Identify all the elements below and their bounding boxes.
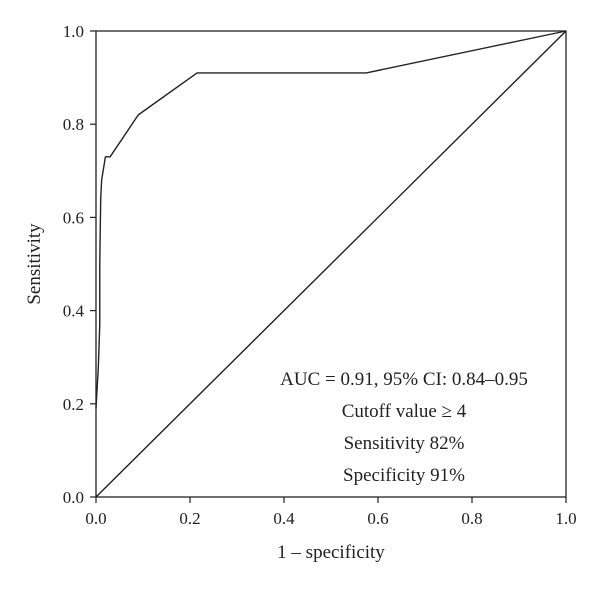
y-tick-label: 0.6 bbox=[63, 208, 84, 227]
x-tick-label: 0.0 bbox=[85, 509, 106, 528]
x-tick-label: 0.2 bbox=[179, 509, 200, 528]
x-axis-title: 1 – specificity bbox=[277, 542, 385, 563]
x-tick-label: 1.0 bbox=[555, 509, 576, 528]
y-tick-label: 1.0 bbox=[63, 22, 84, 41]
y-tick-label: 0.4 bbox=[63, 302, 85, 321]
annotation-specificity: Specificity 91% bbox=[343, 465, 465, 486]
x-tick-label: 0.6 bbox=[367, 509, 388, 528]
annotation-block: AUC = 0.91, 95% CI: 0.84–0.95 Cutoff val… bbox=[280, 369, 528, 486]
y-axis-title: Sensitivity bbox=[24, 223, 45, 305]
annotation-cutoff: Cutoff value ≥ 4 bbox=[342, 401, 467, 422]
annotation-sensitivity: Sensitivity 82% bbox=[344, 433, 465, 454]
annotation-auc: AUC = 0.91, 95% CI: 0.84–0.95 bbox=[280, 369, 528, 390]
x-tick-label: 0.4 bbox=[273, 509, 295, 528]
y-tick-label: 0.8 bbox=[63, 115, 84, 134]
plot-frame bbox=[95, 30, 567, 498]
y-tick-label: 0.0 bbox=[63, 488, 84, 507]
x-tick-label: 0.8 bbox=[461, 509, 482, 528]
roc-curve-line bbox=[95, 30, 567, 409]
y-tick-label: 0.2 bbox=[63, 395, 84, 414]
reference-diagonal-line bbox=[95, 30, 567, 498]
